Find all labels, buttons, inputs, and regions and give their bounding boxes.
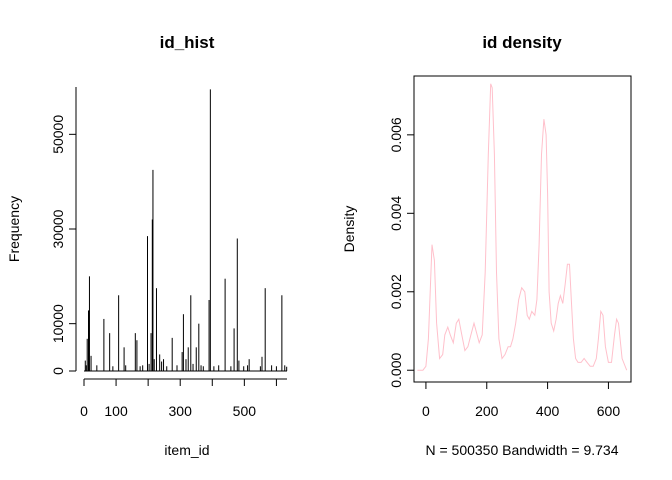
- density-x-label: N = 500350 Bandwidth = 9.734: [425, 442, 618, 458]
- histogram-x-tick-label: 300: [169, 403, 193, 419]
- histogram-y-tick-label: 30000: [50, 209, 66, 248]
- density-x-tick-label: 200: [475, 403, 499, 419]
- density-y-label: Density: [341, 206, 357, 253]
- density-line: [417, 83, 628, 371]
- density-x-axis: 0 200 400 600: [422, 382, 620, 419]
- density-x-tick-label: 600: [597, 403, 621, 419]
- density-plot-box: [413, 75, 632, 383]
- density-y-tick-label: 0.002: [388, 274, 404, 309]
- density-title: id density: [482, 33, 562, 52]
- density-y-axis: 0.000 0.002 0.004 0.006: [388, 117, 414, 388]
- histogram-x-label: item_id: [164, 442, 209, 458]
- density-y-tick-label: 0.000: [388, 353, 404, 388]
- histogram-x-tick-label: 100: [104, 403, 128, 419]
- histogram-y-tick-label: 0: [50, 367, 66, 375]
- histogram-title: id_hist: [160, 33, 215, 52]
- density-x-tick-label: 0: [422, 403, 430, 419]
- histogram-y-axis: 0 10000 30000 50000: [50, 87, 77, 375]
- density-panel: id density 0.000 0.002 0.004 0.006 0 200 400 6…: [341, 33, 632, 458]
- histogram-y-tick-label: 10000: [50, 304, 66, 343]
- density-y-tick-label: 0.006: [388, 117, 404, 152]
- histogram-y-tick-label: 50000: [50, 115, 66, 154]
- density-y-tick-label: 0.004: [388, 196, 404, 231]
- histogram-x-tick-label: 0: [80, 403, 88, 419]
- histogram-bars: [84, 89, 288, 372]
- density-x-tick-label: 400: [536, 403, 560, 419]
- histogram-y-label: Frequency: [6, 196, 22, 262]
- histogram-panel: id_hist 0 10000 30000 50000 0 100 300 500 item…: [6, 33, 288, 458]
- histogram-x-tick-label: 500: [233, 403, 257, 419]
- histogram-x-axis: 0 100 300 500: [80, 378, 287, 419]
